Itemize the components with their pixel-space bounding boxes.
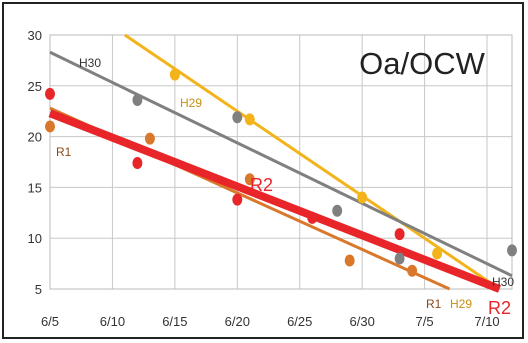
series-label-h29: H29	[180, 96, 202, 110]
data-point-r1	[344, 254, 355, 267]
y-tick-label: 25	[28, 79, 42, 94]
series-label-r2: R2	[488, 298, 511, 318]
x-tick-label: 6/15	[162, 314, 187, 329]
x-tick-label: 6/30	[350, 314, 375, 329]
x-tick-label: 6/5	[41, 314, 59, 329]
chart-frame: 5 10 15 20 25 30 6/5 6/10 6/15 6/20 6/25 6/30 7/5 7/1…	[2, 2, 524, 339]
data-point-r2	[232, 193, 243, 206]
series-label-r2: R2	[250, 175, 273, 195]
x-tick-label: 6/25	[287, 314, 312, 329]
data-point-h29	[244, 113, 255, 126]
series-label-r1: R1	[56, 145, 72, 159]
x-tick-label: 7/5	[416, 314, 434, 329]
trend-line-h29	[124, 33, 501, 291]
data-point-h30	[232, 111, 243, 124]
y-tick-label: 30	[28, 28, 42, 43]
series-label-r1: R1	[426, 297, 442, 311]
data-point-r1	[244, 173, 255, 186]
chart-title: Oa/OCW	[359, 46, 485, 81]
data-point-h30	[132, 94, 143, 107]
series-label-h30: H30	[492, 275, 514, 289]
tick-labels: 5 10 15 20 25 30 6/5 6/10 6/15 6/20 6/25 6/30 7/5 7/1…	[28, 28, 500, 329]
series-label-h30: H30	[79, 56, 101, 70]
x-tick-label: 7/10	[474, 314, 499, 329]
series-label-h29: H29	[450, 297, 472, 311]
data-point-r2	[132, 157, 143, 170]
x-tick-label: 6/20	[225, 314, 250, 329]
data-point-h30	[394, 252, 405, 265]
y-tick-label: 20	[28, 130, 42, 145]
data-points	[45, 68, 517, 277]
series-labels: H30 H30 H29 H29 R1 R1 R2 R2	[56, 56, 514, 318]
data-point-r1	[45, 120, 55, 133]
data-point-h29	[357, 191, 368, 204]
trend-line-r2	[48, 109, 501, 293]
plot-area	[49, 34, 513, 290]
data-point-h29	[169, 68, 180, 81]
y-tick-label: 10	[28, 231, 42, 246]
trend-line-h30	[49, 50, 513, 278]
data-point-h30	[507, 244, 517, 257]
trend-lines	[48, 33, 513, 293]
chart-svg: 5 10 15 20 25 30 6/5 6/10 6/15 6/20 6/25 6/30 7/5 7/1…	[28, 28, 517, 329]
data-point-r1	[144, 132, 155, 145]
y-tick-label: 15	[28, 180, 42, 195]
data-point-r2	[45, 87, 55, 100]
data-point-r1	[407, 264, 418, 277]
data-point-h30	[332, 204, 343, 217]
data-point-r2	[394, 228, 405, 241]
x-tick-label: 6/10	[100, 314, 125, 329]
y-tick-label: 5	[35, 282, 42, 297]
data-point-h29	[432, 247, 443, 260]
data-point-r2	[307, 211, 318, 224]
